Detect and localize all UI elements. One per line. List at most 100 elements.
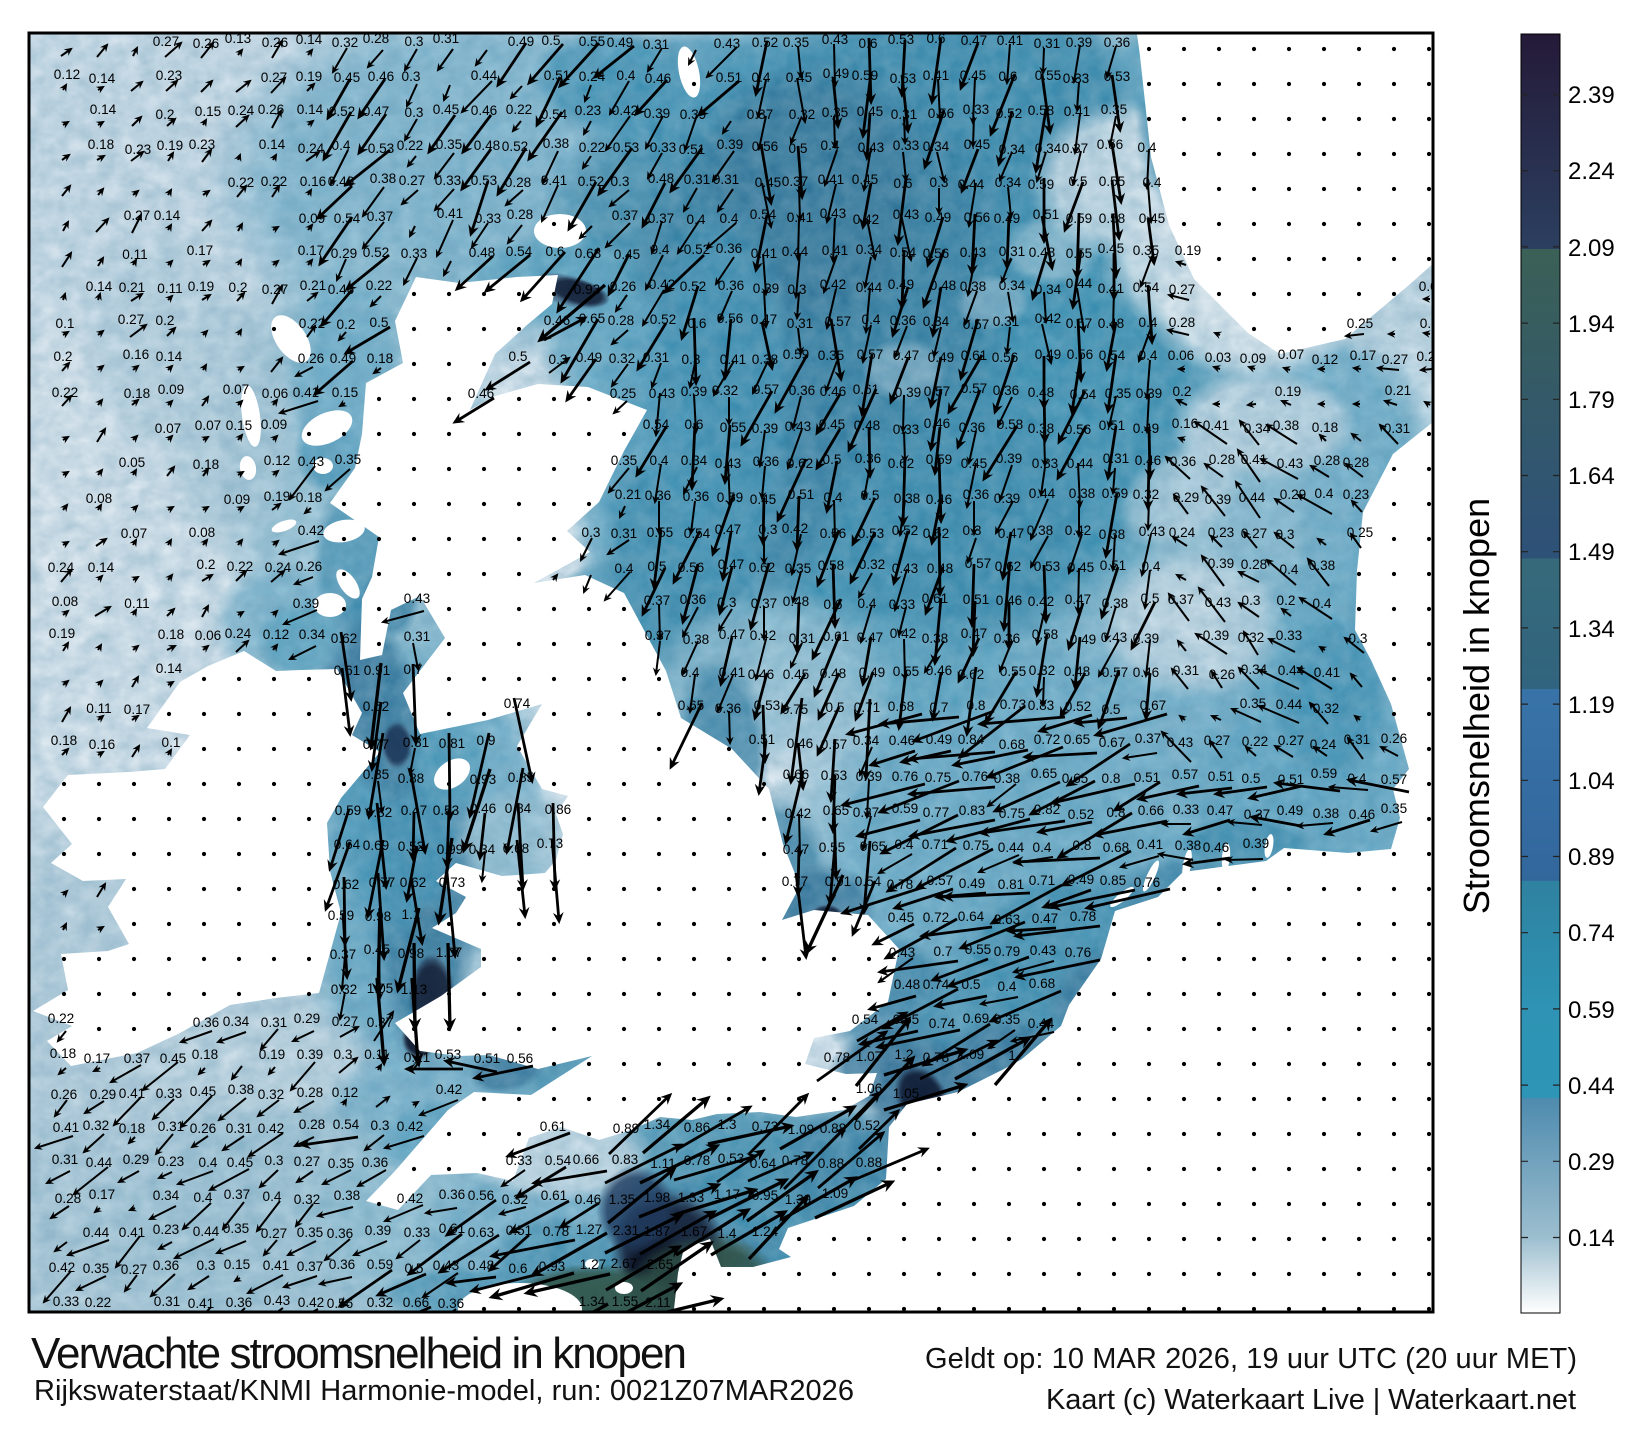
svg-text:0.69: 0.69 [963,1011,989,1026]
svg-text:0.41: 0.41 [822,243,848,258]
svg-text:0.27: 0.27 [294,1154,320,1169]
svg-text:0.28: 0.28 [1209,452,1235,467]
svg-text:0.43: 0.43 [404,591,430,606]
svg-text:0.06: 0.06 [1168,348,1194,363]
svg-text:0.14: 0.14 [259,137,286,152]
svg-text:0.32: 0.32 [258,1087,284,1102]
svg-text:0.53: 0.53 [368,141,394,156]
svg-text:0.31: 0.31 [993,314,1019,329]
svg-text:0.44: 0.44 [471,68,498,83]
svg-text:0.24: 0.24 [48,560,75,575]
svg-text:0.76: 0.76 [962,769,988,784]
svg-text:0.22: 0.22 [228,175,254,190]
svg-text:0.44: 0.44 [193,1224,220,1239]
svg-text:0.66: 0.66 [573,1152,599,1167]
svg-text:0.4: 0.4 [862,312,881,327]
svg-text:0.88: 0.88 [856,1155,882,1170]
svg-text:0.31: 0.31 [643,350,669,365]
svg-text:0.38: 0.38 [960,279,986,294]
svg-text:Geldt op: 10 MAR 2026, 19 uur: Geldt op: 10 MAR 2026, 19 uur UTC (20 uu… [925,1343,1577,1375]
svg-text:0.52: 0.52 [578,174,604,189]
svg-text:0.36: 0.36 [362,1155,388,1170]
svg-text:0.12: 0.12 [263,627,289,642]
svg-text:0.42: 0.42 [436,1082,462,1097]
svg-text:0.81: 0.81 [439,736,465,751]
svg-text:0.34: 0.34 [223,1014,250,1029]
svg-text:0.19: 0.19 [1175,243,1201,258]
svg-text:0.2: 0.2 [156,107,175,122]
svg-text:0.31: 0.31 [1344,732,1370,747]
svg-text:0.29: 0.29 [90,1087,116,1102]
svg-text:0.16: 0.16 [123,347,149,362]
svg-text:0.35: 0.35 [83,1261,109,1276]
svg-text:0.33: 0.33 [475,211,501,226]
svg-text:0.18: 0.18 [1312,420,1338,435]
svg-text:0.12: 0.12 [332,1085,358,1100]
svg-text:0.52: 0.52 [752,35,778,50]
svg-text:0.42: 0.42 [298,1295,324,1310]
svg-text:0.44: 0.44 [1067,456,1094,471]
svg-text:0.25: 0.25 [1347,525,1373,540]
svg-text:0.41: 0.41 [720,352,746,367]
svg-text:0.4: 0.4 [1139,315,1158,330]
svg-text:0.33: 0.33 [53,1294,79,1309]
svg-text:0.43: 0.43 [1030,943,1056,958]
svg-text:0.27: 0.27 [1382,352,1408,367]
svg-text:0.93: 0.93 [539,1259,565,1274]
svg-text:0.57: 0.57 [753,382,779,397]
svg-text:0.2: 0.2 [1417,349,1436,364]
svg-text:0.08: 0.08 [86,491,112,506]
svg-text:0.49: 0.49 [994,211,1020,226]
svg-text:0.17: 0.17 [124,702,150,717]
svg-text:0.78: 0.78 [684,1153,710,1168]
svg-text:0.3: 0.3 [334,1047,353,1062]
svg-text:0.31: 0.31 [52,1152,78,1167]
svg-text:0.38: 0.38 [1273,418,1299,433]
svg-text:0.32: 0.32 [609,351,635,366]
svg-text:0.25: 0.25 [1347,316,1373,331]
svg-text:0.53: 0.53 [613,140,639,155]
svg-text:0.37: 0.37 [124,1051,150,1066]
svg-text:0.48: 0.48 [468,1258,494,1273]
svg-text:0.4: 0.4 [1138,140,1157,155]
svg-text:0.19: 0.19 [188,279,214,294]
svg-text:0.45: 0.45 [857,104,883,119]
svg-text:0.23: 0.23 [156,68,182,83]
svg-text:0.52: 0.52 [684,242,710,257]
svg-text:2.09: 2.09 [1568,235,1615,262]
svg-text:0.3: 0.3 [405,105,424,120]
svg-text:0.3: 0.3 [582,525,601,540]
svg-text:1.09: 1.09 [788,1122,814,1137]
svg-text:0.46: 0.46 [926,663,952,678]
svg-text:0.19: 0.19 [157,138,183,153]
svg-text:0.53: 0.53 [435,1047,461,1062]
svg-text:0.38: 0.38 [894,491,920,506]
svg-text:0.23: 0.23 [189,137,215,152]
svg-text:0.4: 0.4 [650,453,669,468]
svg-text:0.4: 0.4 [194,1190,213,1205]
svg-text:0.72: 0.72 [1034,732,1060,747]
svg-text:0.44: 0.44 [86,1155,113,1170]
svg-text:0.18: 0.18 [296,490,322,505]
svg-text:0.36: 0.36 [329,1257,355,1272]
svg-text:0.24: 0.24 [265,560,292,575]
svg-text:0.21: 0.21 [1385,383,1411,398]
svg-text:0.33: 0.33 [893,138,919,153]
svg-text:0.31: 0.31 [999,244,1025,259]
svg-text:0.77: 0.77 [782,874,808,889]
svg-text:0.49: 0.49 [1068,872,1094,887]
svg-text:0.14: 0.14 [86,279,113,294]
svg-text:0.29: 0.29 [1280,487,1306,502]
svg-text:0.34: 0.34 [923,139,950,154]
svg-text:0.16: 0.16 [300,174,326,189]
svg-text:0.56: 0.56 [752,139,778,154]
svg-text:0.83: 0.83 [959,803,985,818]
svg-text:0.29: 0.29 [123,1152,149,1167]
svg-text:0.46: 0.46 [1349,807,1375,822]
svg-text:0.35: 0.35 [436,137,462,152]
svg-text:Kaart (c) Waterkaart Live | Wa: Kaart (c) Waterkaart Live | Waterkaart.n… [1046,1384,1576,1416]
svg-text:0.57: 0.57 [1102,665,1128,680]
svg-text:0.57: 0.57 [1172,767,1198,782]
svg-text:1.49: 1.49 [1568,539,1615,566]
svg-text:0.64: 0.64 [958,909,985,924]
